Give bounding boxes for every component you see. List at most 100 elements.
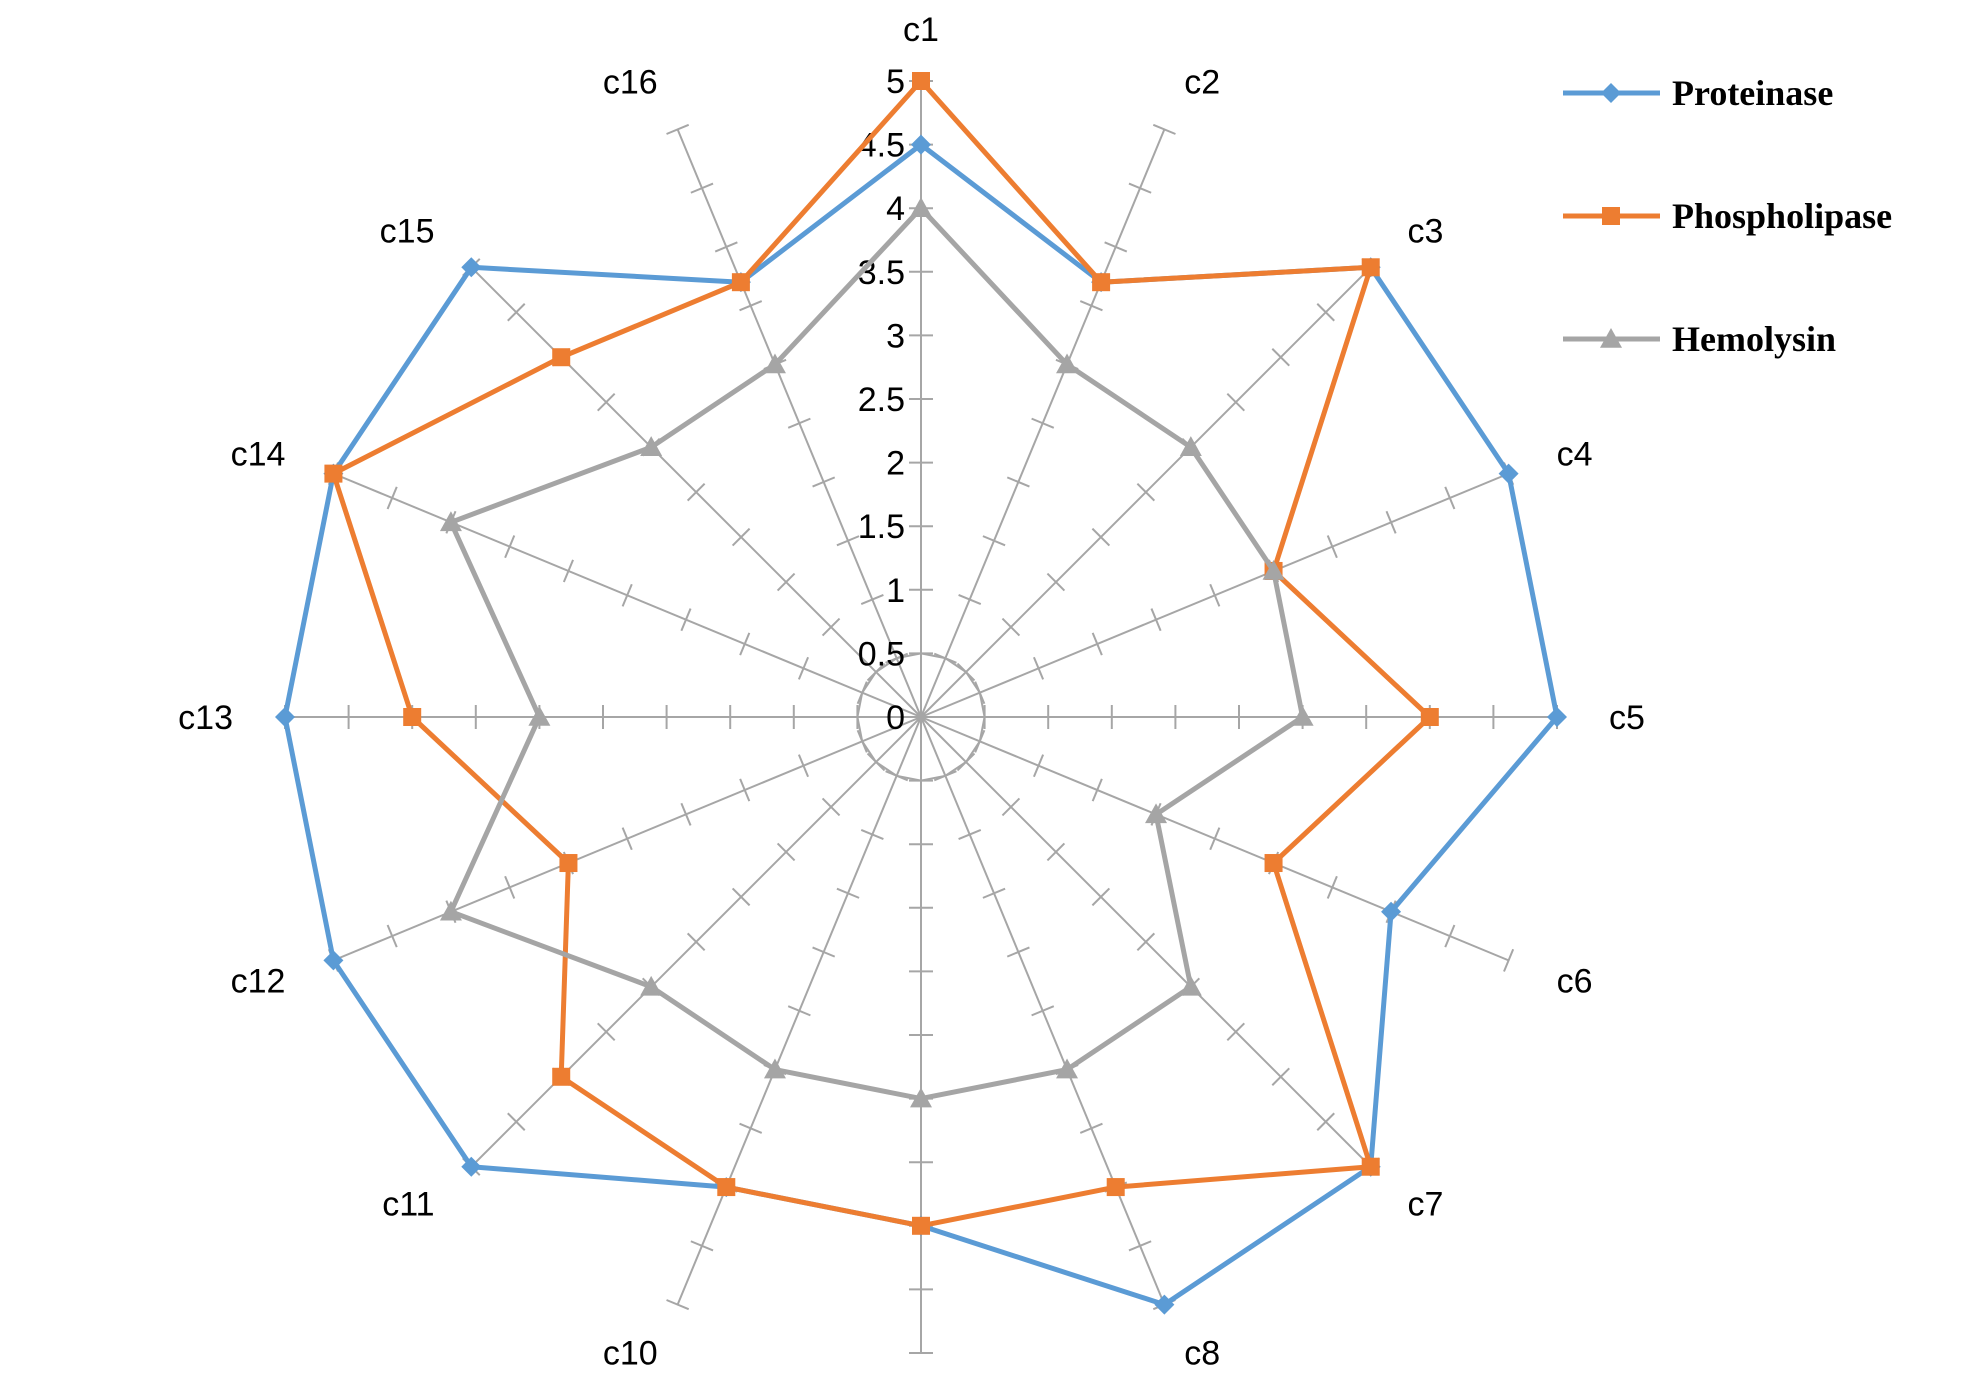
- tick-c7-5: [1136, 932, 1156, 952]
- category-label-c5: c5: [1609, 699, 1645, 737]
- point-phospholipase-c1: [912, 72, 930, 90]
- tick-c14-2: [797, 656, 809, 680]
- tick-c2-7: [1079, 300, 1103, 312]
- tick-c2-10: [1152, 123, 1176, 135]
- point-phospholipase-c15: [552, 348, 571, 367]
- tick-c6-5: [1209, 827, 1221, 851]
- tick-c14-6: [562, 559, 574, 583]
- tick-c3-3: [1046, 572, 1066, 592]
- tick-c2-8: [1104, 241, 1128, 253]
- tick-c6-9: [1444, 924, 1456, 948]
- tick-label-2: 1: [886, 572, 905, 610]
- point-proteinase-c13: [275, 707, 295, 727]
- tick-label-6: 3: [886, 317, 905, 355]
- tick-c16-3: [836, 535, 860, 547]
- point-hemolysin-c5: [1291, 706, 1314, 726]
- tick-c2-2: [958, 593, 982, 605]
- tick-c3-2: [1001, 617, 1021, 637]
- tick-c2-4: [1006, 476, 1030, 488]
- category-label-c13: c13: [178, 699, 233, 737]
- point-hemolysin-c12: [439, 900, 462, 921]
- tick-c12-9: [386, 924, 398, 948]
- tick-c14-5: [621, 583, 633, 607]
- category-label-c11: c11: [382, 1186, 434, 1224]
- tick-c7-8: [1271, 1067, 1290, 1086]
- tick-c15-9: [507, 303, 526, 322]
- tick-c12-4: [680, 802, 692, 826]
- tick-c8-5: [1031, 1005, 1055, 1017]
- tick-c16-8: [714, 241, 738, 253]
- series-hemolysin: [439, 197, 1314, 1108]
- tick-c10-3: [836, 887, 860, 899]
- legend-marker-proteinase: [1601, 83, 1621, 103]
- tick-c2-5: [1031, 417, 1055, 429]
- tick-c7-2: [1001, 797, 1021, 817]
- point-proteinase-c12: [323, 950, 344, 971]
- tick-c12-7: [504, 875, 516, 899]
- tick-label-3: 1.5: [858, 508, 905, 546]
- tick-c3-7: [1226, 393, 1245, 412]
- point-hemolysin-c1: [910, 197, 932, 217]
- tick-c8-9: [1128, 1240, 1152, 1252]
- point-proteinase-c6: [1381, 901, 1402, 922]
- tick-c15-5: [686, 482, 706, 502]
- tick-c16-5: [787, 417, 811, 429]
- tick-c6-7: [1326, 875, 1338, 899]
- legend-label-phospholipase: Phospholipase: [1672, 196, 1892, 236]
- tick-c8-3: [982, 887, 1006, 899]
- point-phospholipase-c2: [1092, 273, 1111, 292]
- tick-c10-4: [812, 946, 836, 958]
- point-phospholipase-c11: [552, 1067, 571, 1086]
- point-hemolysin-c16: [763, 353, 786, 374]
- tick-label-1: 0.5: [858, 635, 905, 673]
- legend-label-hemolysin: Hemolysin: [1672, 319, 1836, 359]
- inner-grid-ring: [856, 652, 986, 782]
- legend: Proteinase Phospholipase Hemolysin: [1563, 73, 1892, 359]
- tick-c7-7: [1226, 1022, 1245, 1041]
- tick-c3-4: [1091, 527, 1111, 547]
- tick-c4-5: [1209, 583, 1221, 607]
- point-proteinase-c15: [461, 257, 482, 278]
- legend-label-proteinase: Proteinase: [1672, 73, 1833, 113]
- tick-c14-4: [680, 608, 692, 632]
- point-hemolysin-c7: [1179, 975, 1202, 996]
- tick-c16-2: [860, 593, 884, 605]
- category-labels: c1 c2 c3 c4 c5 c6 c7 c8 c10 c11 c12 c13 c14 c15 c16: [178, 11, 1645, 1373]
- point-hemolysin-c3: [1179, 436, 1202, 456]
- point-phospholipase-c5: [1420, 708, 1439, 726]
- tick-c4-8: [1385, 510, 1397, 534]
- point-phospholipase-c6: [1264, 854, 1283, 873]
- tick-c10-2: [860, 829, 884, 841]
- point-phospholipase-c8: [1106, 1178, 1125, 1197]
- point-phospholipase-c16: [731, 273, 750, 292]
- tick-label-8: 4: [886, 190, 905, 228]
- tick-c6-3: [1091, 778, 1103, 802]
- point-phospholipase-c3: [1361, 258, 1380, 277]
- tick-c16-4: [812, 476, 836, 488]
- point-hemolysin-c11: [640, 975, 663, 996]
- point-phospholipase-c9: [912, 1216, 930, 1235]
- tick-c3-9: [1316, 303, 1335, 322]
- tick-c7-9: [1316, 1112, 1335, 1131]
- point-hemolysin-c9: [910, 1087, 932, 1108]
- tick-c16-10: [666, 123, 690, 135]
- legend-marker-phospholipase: [1602, 207, 1620, 225]
- tick-c4-2: [1033, 656, 1045, 680]
- point-phospholipase-c10: [717, 1178, 736, 1197]
- point-hemolysin-c4: [1262, 559, 1285, 580]
- tick-c16-7: [739, 300, 763, 312]
- tick-c15-2: [821, 617, 841, 637]
- point-hemolysin-c14: [439, 511, 462, 532]
- tick-c14-3: [739, 632, 751, 656]
- tick-c10-10: [666, 1299, 690, 1311]
- tick-c14-7: [504, 535, 516, 559]
- tick-c3-8: [1271, 348, 1290, 367]
- tick-label-5: 2.5: [858, 381, 905, 419]
- point-hemolysin-c8: [1056, 1058, 1079, 1079]
- tick-c7-3: [1046, 842, 1066, 862]
- category-label-c14: c14: [231, 436, 286, 474]
- tick-c15-7: [597, 393, 616, 412]
- legend-marker-hemolysin: [1600, 328, 1622, 348]
- tick-c4-7: [1326, 535, 1338, 559]
- point-hemolysin-c15: [640, 436, 663, 456]
